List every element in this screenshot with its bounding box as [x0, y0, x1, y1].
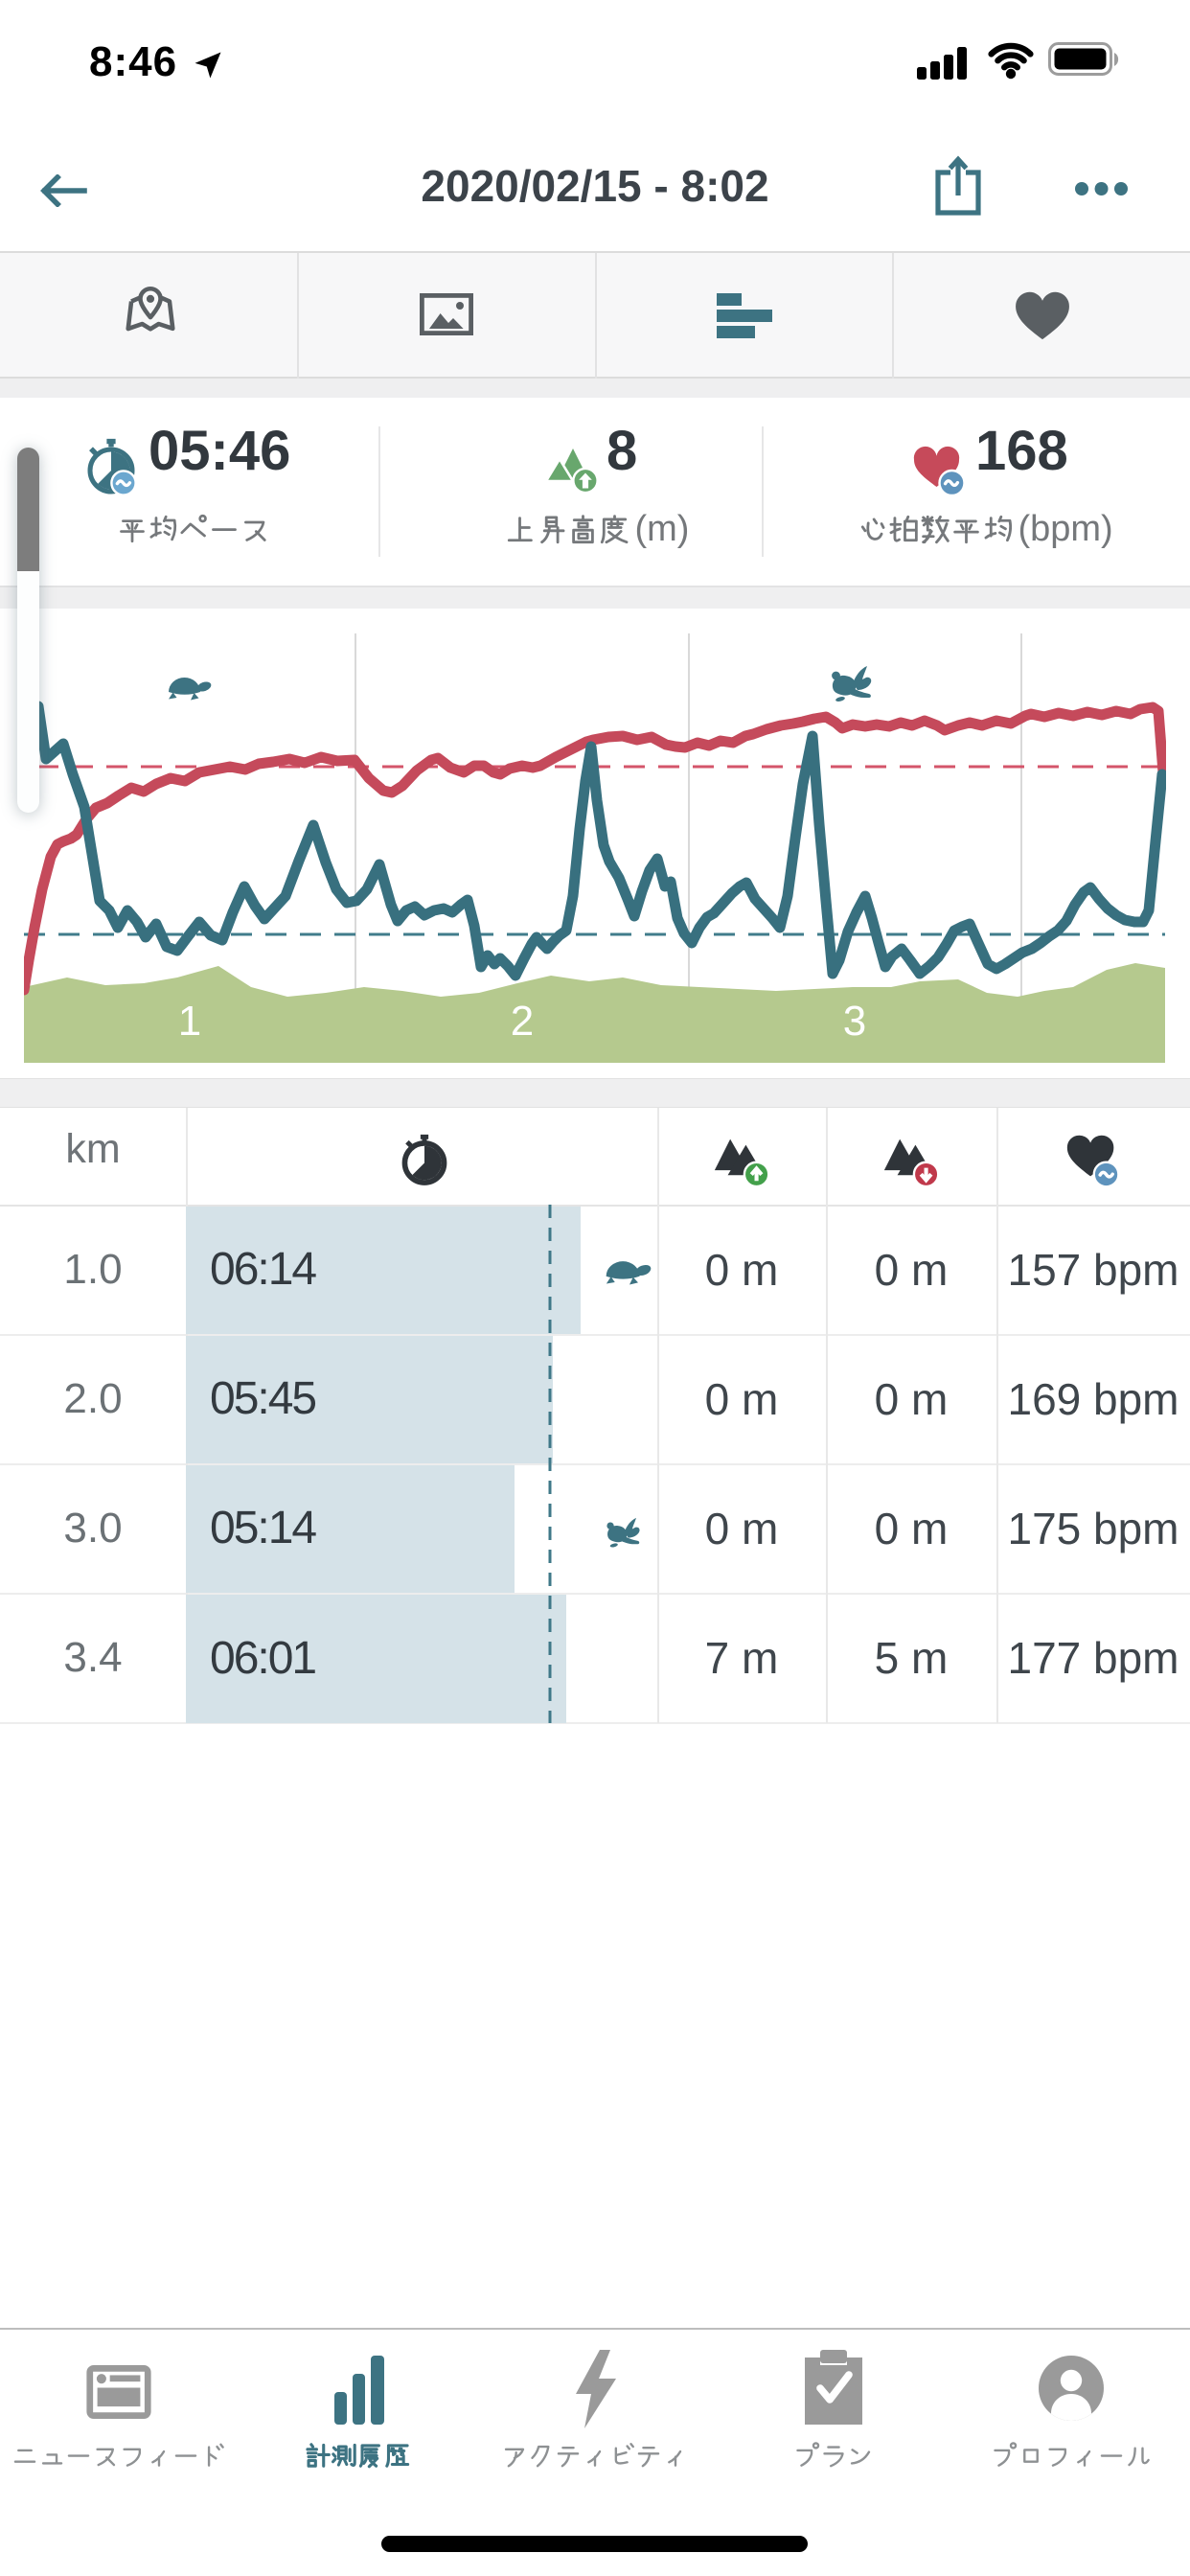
svg-text:2: 2	[511, 998, 534, 1045]
svg-text:1: 1	[178, 998, 201, 1045]
svg-text:3: 3	[843, 998, 866, 1045]
